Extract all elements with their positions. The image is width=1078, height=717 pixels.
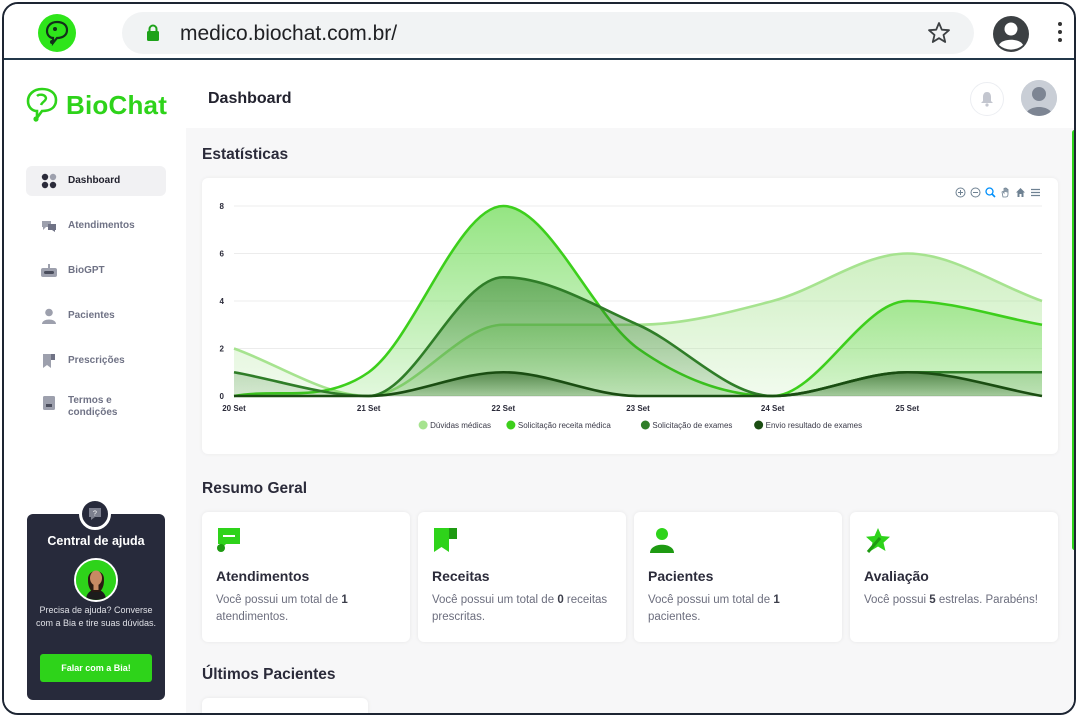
app-header: Dashboard <box>186 62 1074 128</box>
sidebar-item-label: Termos e condições <box>68 395 118 418</box>
legend-label: Dúvidas médicas <box>430 421 491 430</box>
zoom-in-icon[interactable] <box>954 186 966 198</box>
summary-card-receitas[interactable]: Receitas Você possui um total de 0 recei… <box>418 512 626 642</box>
sidebar: BioChat Dashboard Atendimentos BioGPT <box>4 62 186 713</box>
card-text: Você possui um total de 0 receitas presc… <box>432 594 608 623</box>
user-avatar[interactable] <box>1021 80 1057 116</box>
main-content: Estatísticas 0 2 4 6 8 20 Set 21 Set 22 Set 23 S… <box>186 128 1074 713</box>
summary-title: Resumo Geral <box>202 480 308 497</box>
bia-avatar <box>74 558 118 602</box>
legend-marker <box>754 420 764 430</box>
lock-icon <box>146 24 160 47</box>
statistics-title: Estatísticas <box>202 146 289 163</box>
sidebar-item-label: Dashboard <box>68 175 121 186</box>
legend-label: Solicitação de exames <box>652 421 732 430</box>
y-tick-label: 6 <box>220 250 225 259</box>
chat-icon <box>216 526 244 556</box>
sidebar-nav: Dashboard Atendimentos BioGPT Pacientes <box>26 166 166 446</box>
dashboard-icon <box>40 173 58 189</box>
notification-bell-icon[interactable] <box>970 82 1004 116</box>
biochat-logo-icon <box>26 87 58 123</box>
x-tick-label: 25 Set <box>896 404 920 413</box>
recent-patients-title: Últimos Pacientes <box>202 666 336 683</box>
sidebar-item-dashboard[interactable]: Dashboard <box>26 166 166 196</box>
selection-zoom-icon[interactable] <box>984 186 996 198</box>
help-center-title: Central de ajuda <box>47 534 145 548</box>
page-scrollbar[interactable] <box>1072 130 1074 550</box>
legend-label: Solicitação receita médica <box>518 421 611 430</box>
summary-card-atendimentos[interactable]: Atendimentos Você possui um total de 1 a… <box>202 512 410 642</box>
x-tick-label: 24 Set <box>761 404 785 413</box>
legend-marker <box>418 420 428 430</box>
person-icon <box>40 308 58 324</box>
chat-bubbles-icon <box>40 218 58 234</box>
y-tick-label: 2 <box>220 345 225 354</box>
card-title: Receitas <box>432 568 490 584</box>
recent-patient-card[interactable] <box>202 698 368 713</box>
series-area <box>234 277 1042 396</box>
statistics-chart-card: 0 2 4 6 8 20 Set 21 Set 22 Set 23 Set 24 Set 25 Se… <box>202 178 1058 454</box>
y-tick-label: 4 <box>220 297 225 306</box>
zoom-out-icon[interactable] <box>969 186 981 198</box>
x-tick-label: 21 Set <box>357 404 381 413</box>
summary-card-pacientes[interactable]: Pacientes Você possui um total de 1 paci… <box>634 512 842 642</box>
legend-marker <box>506 420 516 430</box>
biochat-logo[interactable]: BioChat <box>24 86 167 124</box>
legend-marker <box>640 420 650 430</box>
biochat-favicon-icon <box>38 14 76 52</box>
sidebar-item-pacientes[interactable]: Pacientes <box>26 301 166 331</box>
bookmark-star-icon[interactable] <box>926 20 952 51</box>
y-tick-label: 8 <box>220 202 225 211</box>
reset-home-icon[interactable] <box>1014 186 1026 198</box>
card-text: Você possui um total de 1 atendimentos. <box>216 594 348 623</box>
card-title: Pacientes <box>648 568 714 584</box>
browser-profile-icon[interactable] <box>991 14 1031 59</box>
series-line <box>234 370 1043 398</box>
x-tick-label: 20 Set <box>222 404 246 413</box>
summary-card-avaliacao[interactable]: Avaliação Você possui 5 estrelas. Parabé… <box>850 512 1058 642</box>
statistics-area-chart: 0 2 4 6 8 20 Set 21 Set 22 Set 23 Set 24 Set 25 Se… <box>220 202 1043 430</box>
url-text[interactable]: medico.biochat.com.br/ <box>180 22 398 45</box>
help-center-text: Precisa de ajuda? Converse com a Bia e t… <box>35 605 157 628</box>
document-icon <box>40 395 58 411</box>
star-icon <box>864 526 892 556</box>
robot-icon <box>40 263 58 279</box>
pan-hand-icon[interactable] <box>999 186 1011 198</box>
sidebar-item-biogpt[interactable]: BioGPT <box>26 256 166 286</box>
prescription-icon <box>432 526 460 556</box>
svg-text:?: ? <box>93 511 97 518</box>
prescription-icon <box>40 353 58 369</box>
x-tick-label: 22 Set <box>492 404 516 413</box>
card-text: Você possui 5 estrelas. Parabéns! <box>864 594 1038 606</box>
sidebar-item-atendimentos[interactable]: Atendimentos <box>26 211 166 241</box>
help-question-icon: ? <box>79 498 111 530</box>
browser-toolbar: medico.biochat.com.br/ <box>4 4 1074 60</box>
talk-to-bia-button[interactable]: Falar com a Bia! <box>40 654 152 682</box>
sidebar-item-label: BioGPT <box>68 265 105 276</box>
x-tick-label: 23 Set <box>626 404 650 413</box>
chart-menu-icon[interactable] <box>1029 186 1041 198</box>
card-title: Avaliação <box>864 568 929 584</box>
series-area <box>234 372 1042 396</box>
card-text: Você possui um total de 1 pacientes. <box>648 594 780 623</box>
page-title: Dashboard <box>208 90 292 107</box>
sidebar-item-label: Pacientes <box>68 310 115 321</box>
address-bar[interactable]: medico.biochat.com.br/ <box>122 12 974 54</box>
person-icon <box>648 526 676 556</box>
browser-menu-icon[interactable] <box>1057 22 1063 44</box>
sidebar-item-termos[interactable]: Termos e condições <box>26 391 166 431</box>
sidebar-item-label: Atendimentos <box>68 220 135 231</box>
legend-label: Envio resultado de exames <box>766 421 863 430</box>
y-tick-label: 0 <box>220 392 225 401</box>
logo-text: BioChat <box>66 89 168 120</box>
sidebar-item-label: Prescrições <box>68 355 125 366</box>
chart-toolbar <box>954 186 1041 198</box>
summary-cards: Atendimentos Você possui um total de 1 a… <box>202 512 1058 642</box>
card-title: Atendimentos <box>216 568 310 584</box>
help-center-card: ? Central de ajuda Precisa de ajuda? Con… <box>27 498 165 700</box>
sidebar-item-prescricoes[interactable]: Prescrições <box>26 346 166 376</box>
